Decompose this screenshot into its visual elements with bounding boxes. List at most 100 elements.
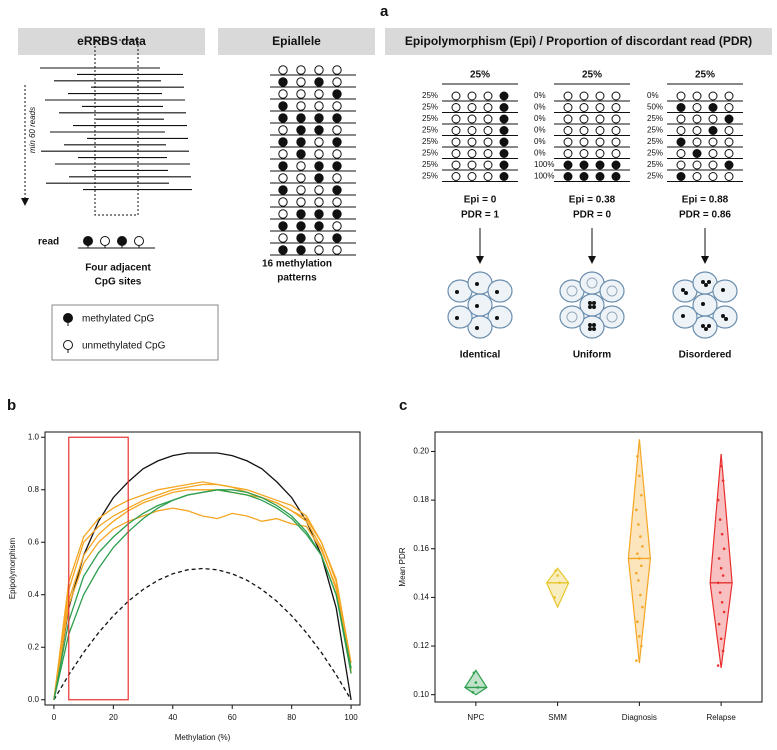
- arrow-head: [21, 198, 29, 206]
- unmethylated-cpg: [296, 65, 306, 75]
- row-label: 25%: [422, 137, 438, 146]
- methylated-cpg: [314, 77, 324, 87]
- methylated-cpg: [314, 209, 324, 219]
- unmethylated-cpg: [708, 160, 718, 170]
- nucleus: [586, 277, 598, 289]
- methylated-cpg: [499, 172, 509, 181]
- cell: [487, 279, 513, 303]
- point: [471, 690, 475, 694]
- unmethylated-cpg: [332, 221, 342, 231]
- pdr: PDR = 0: [573, 210, 612, 221]
- nucleus: [606, 285, 618, 297]
- unmethylated-cpg: [278, 65, 288, 75]
- unmethylated-cpg: [483, 160, 493, 170]
- example-label: Identical: [460, 350, 501, 361]
- y-tick-label: 0.8: [28, 485, 40, 494]
- arrow-head: [701, 256, 709, 264]
- point: [474, 681, 478, 684]
- unmethylated-cpg: [676, 149, 686, 158]
- methylated-cpg: [296, 149, 306, 159]
- example-label: Disordered: [679, 350, 732, 361]
- unmethylated-cpg: [467, 91, 477, 101]
- dot: [588, 301, 592, 305]
- violin: [545, 567, 570, 609]
- point: [476, 686, 480, 689]
- point: [722, 610, 726, 614]
- unmethylated-cpg: [483, 91, 493, 101]
- row-label: 50%: [647, 103, 663, 112]
- dot: [724, 317, 728, 321]
- methylated-cpg: [83, 236, 93, 246]
- methylated-cpg: [499, 114, 509, 124]
- series-line: [53, 452, 352, 700]
- methylated-cpg: [724, 160, 734, 170]
- dot: [495, 290, 499, 294]
- row-label: 25%: [422, 172, 438, 181]
- dot: [475, 282, 479, 286]
- methylated-cpg: [296, 221, 306, 231]
- methylated-cpg: [296, 233, 306, 243]
- point: [554, 569, 557, 572]
- cell: [599, 279, 625, 303]
- point: [721, 649, 725, 653]
- methylated-cpg: [611, 160, 621, 170]
- unmethylated-cpg: [676, 91, 686, 101]
- methylated-cpg: [278, 77, 288, 87]
- point: [719, 566, 723, 570]
- point: [635, 659, 638, 662]
- methylated-cpg: [278, 185, 288, 195]
- point: [717, 557, 721, 560]
- point: [641, 605, 644, 609]
- nucleus: [606, 311, 618, 323]
- unmethylated-cpg: [314, 89, 324, 99]
- row-label: 25%: [647, 160, 663, 169]
- unmethylated-cpg: [724, 149, 734, 158]
- methylated-cpg: [332, 209, 342, 219]
- point: [718, 518, 722, 521]
- methylated-cpg: [708, 126, 718, 135]
- methylated-cpg: [314, 125, 324, 135]
- unmethylated-cpg: [692, 114, 702, 124]
- unmethylated-cpg: [563, 103, 573, 112]
- dot: [592, 301, 596, 305]
- series-line: [53, 567, 352, 701]
- dot: [684, 291, 688, 295]
- row-label: 25%: [422, 103, 438, 112]
- methylated-cpg: [595, 160, 605, 170]
- point: [636, 455, 639, 458]
- header-box: [18, 28, 205, 55]
- point: [635, 571, 638, 575]
- example-title: 25%: [582, 70, 602, 81]
- point: [721, 479, 725, 482]
- point: [636, 620, 639, 624]
- methylated-cpg: [332, 89, 342, 99]
- header: Epiallele: [272, 34, 321, 48]
- x-tick-label: 20: [109, 713, 118, 722]
- unmethylated-cpg: [314, 185, 324, 195]
- unmethylated-cpg: [611, 149, 621, 158]
- dot: [721, 314, 725, 318]
- point: [638, 635, 641, 638]
- row-label: 100%: [534, 160, 554, 169]
- x-tick-label: Diagnosis: [622, 713, 657, 722]
- unmethylated-cpg: [467, 160, 477, 170]
- unmethylated-cpg: [296, 161, 306, 171]
- methylated-cpg: [499, 137, 509, 147]
- header: Epipolymorphism (Epi) / Proportion of di…: [405, 34, 752, 48]
- example-label: Uniform: [573, 350, 611, 361]
- highlight-box: [68, 436, 129, 701]
- dot: [475, 326, 479, 330]
- unmethylated-cpg: [483, 149, 493, 158]
- example-title: 25%: [695, 70, 715, 81]
- y-tick-label: 0.2: [28, 642, 40, 651]
- reads-note: min 60 reads: [28, 107, 37, 153]
- unmethylated-cpg: [467, 149, 477, 158]
- unmethylated-cpg: [611, 126, 621, 135]
- unmethylated-cpg: [296, 197, 306, 207]
- row-label: 25%: [647, 149, 663, 158]
- unmethylated-cpg: [451, 126, 461, 135]
- unmethylated-cpg: [278, 233, 288, 243]
- unmethylated-cpg: [278, 149, 288, 159]
- unmethylated-cpg: [724, 126, 734, 135]
- unmethylated-cpg: [579, 149, 589, 158]
